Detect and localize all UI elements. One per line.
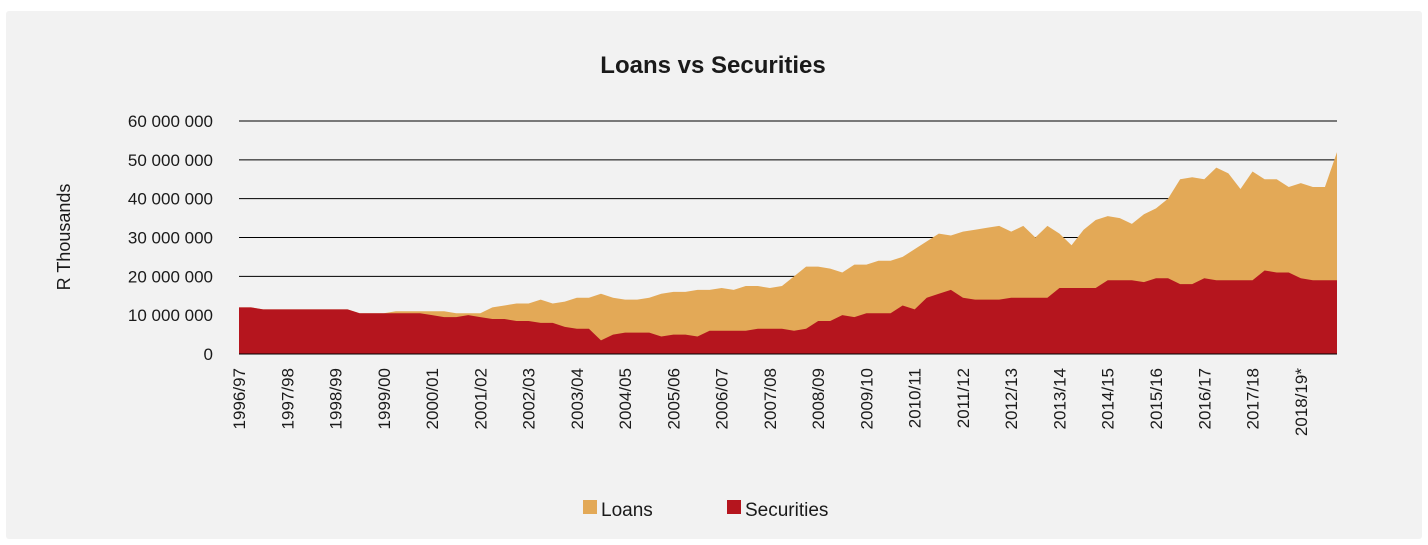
x-tick-label: 2013/14 [1050, 368, 1069, 429]
x-tick-label: 2006/07 [713, 368, 732, 429]
y-tick-label: 10 000 000 [128, 306, 213, 325]
y-tick-label: 60 000 000 [128, 112, 213, 131]
x-tick-label: 2014/15 [1099, 368, 1118, 429]
y-tick-label: 0 [204, 345, 213, 364]
legend: Loans Securities [583, 500, 828, 521]
y-tick-label: 40 000 000 [128, 190, 213, 209]
x-tick-label: 2004/05 [616, 368, 635, 429]
legend-swatch-loans [583, 500, 597, 514]
x-tick-label: 2007/08 [761, 368, 780, 429]
x-tick-label: 1999/00 [375, 368, 394, 429]
x-tick-label: 1997/98 [278, 368, 297, 429]
x-tick-label: 2009/10 [857, 368, 876, 429]
chart-title: Loans vs Securities [600, 52, 825, 79]
x-tick-label: 2012/13 [1002, 368, 1021, 429]
x-tick-label: 2018/19* [1292, 368, 1311, 436]
x-tick-label: 2016/17 [1195, 368, 1214, 429]
x-tick-label: 2008/09 [809, 368, 828, 429]
x-tick-label: 1996/97 [230, 368, 249, 429]
x-tick-label: 2002/03 [520, 368, 539, 429]
x-tick-label: 2001/02 [471, 368, 490, 429]
legend-label-securities: Securities [745, 500, 828, 521]
y-tick-labels: 0 10 000 000 20 000 000 30 000 000 40 000 00… [128, 112, 213, 364]
x-tick-label: 2003/04 [568, 368, 587, 429]
y-axis-label: R Thousands [54, 184, 74, 291]
x-tick-label: 2011/12 [954, 368, 973, 428]
legend-swatch-securities [727, 500, 741, 514]
x-tick-label: 2017/18 [1244, 368, 1263, 429]
x-tick-label: 1998/99 [327, 368, 346, 429]
plot-areas [239, 152, 1337, 354]
x-tick-label: 2005/06 [664, 368, 683, 429]
y-tick-label: 30 000 000 [128, 229, 213, 248]
y-tick-label: 20 000 000 [128, 267, 213, 286]
securities-area [239, 270, 1337, 354]
y-tick-label: 50 000 000 [128, 151, 213, 170]
legend-label-loans: Loans [601, 500, 653, 521]
x-tick-label: 2015/16 [1147, 368, 1166, 429]
x-tick-label: 2010/11 [906, 368, 925, 428]
x-tick-labels: 1996/97 1997/98 1998/99 1999/00 2000/01 2001/… [230, 368, 1311, 436]
x-tick-label: 2000/01 [423, 368, 442, 429]
